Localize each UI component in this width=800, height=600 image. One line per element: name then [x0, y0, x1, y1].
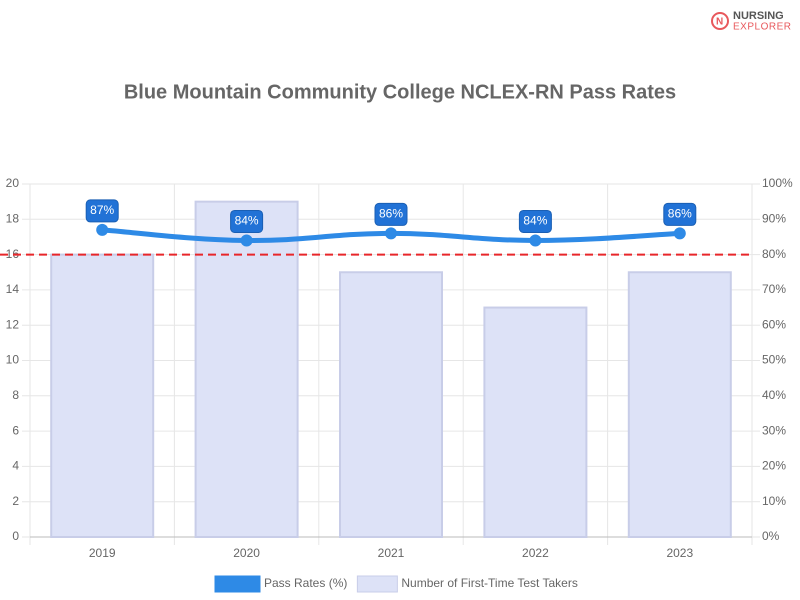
- y-tick-label: 16: [6, 247, 20, 261]
- y2-tick-label: 0%: [762, 529, 780, 543]
- value-label: 84%: [235, 214, 259, 228]
- x-tick-label: 2019: [89, 546, 116, 560]
- label-box: [85, 199, 119, 223]
- x-tick-label: 2022: [522, 546, 549, 560]
- y-tick-label: 2: [12, 494, 19, 508]
- y-tick-label: 14: [6, 282, 20, 296]
- bar: [50, 253, 155, 538]
- label-box: [663, 202, 697, 226]
- x-tick-label: 2020: [233, 546, 260, 560]
- logo-text: NURSING: [733, 10, 784, 22]
- y2-tick-label: 40%: [762, 388, 786, 402]
- bar: [339, 271, 443, 538]
- y-tick-label: 4: [12, 459, 19, 473]
- y-tick-label: 18: [6, 211, 20, 225]
- value-label: 84%: [523, 214, 547, 228]
- y2-tick-label: 10%: [762, 494, 786, 508]
- label-box: [518, 209, 552, 233]
- y2-tick-label: 50%: [762, 353, 786, 367]
- y2-tick-label: 30%: [762, 423, 786, 437]
- y2-tick-label: 90%: [762, 211, 786, 225]
- legend-swatch: [214, 575, 261, 593]
- legend-label: Number of First-Time Test Takers: [401, 576, 577, 590]
- value-label: 87%: [90, 203, 114, 217]
- y2-tick-label: 100%: [762, 176, 793, 190]
- chart-title: Blue Mountain Community College NCLEX-RN…: [124, 81, 676, 103]
- y-tick-label: 6: [12, 423, 19, 437]
- legend-label: Pass Rates (%): [264, 576, 347, 590]
- x-tick-label: 2021: [378, 546, 405, 560]
- legend-swatch: [356, 575, 398, 593]
- bar: [194, 200, 299, 538]
- logo-icon: [711, 12, 729, 30]
- point: [96, 223, 109, 236]
- y-tick-label: 10: [6, 353, 20, 367]
- bar: [627, 271, 732, 538]
- y2-tick-label: 80%: [762, 247, 786, 261]
- logo: N NURSING EXPLORER: [711, 10, 791, 33]
- label-box: [374, 202, 408, 226]
- y-tick-label: 20: [6, 176, 20, 190]
- point: [529, 234, 542, 247]
- y2-tick-label: 20%: [762, 459, 786, 473]
- point: [673, 227, 686, 240]
- logo-icon-letter: N: [716, 17, 723, 28]
- y2-tick-label: 70%: [762, 282, 786, 296]
- x-tick-label: 2023: [666, 546, 693, 560]
- y-tick-label: 8: [12, 388, 19, 402]
- label-box: [230, 209, 264, 233]
- point: [240, 234, 253, 247]
- logo-text: EXPLORER: [733, 22, 791, 33]
- point: [385, 227, 397, 240]
- y-tick-label: 12: [6, 317, 20, 331]
- value-label: 86%: [379, 207, 403, 221]
- y2-tick-label: 60%: [762, 317, 786, 331]
- bar: [483, 306, 588, 538]
- value-label: 86%: [668, 207, 692, 221]
- y-tick-label: 0: [12, 529, 19, 543]
